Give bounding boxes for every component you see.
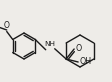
Text: O: O bbox=[3, 21, 9, 30]
Text: NH: NH bbox=[44, 41, 55, 47]
Text: OH: OH bbox=[79, 57, 91, 67]
Text: O: O bbox=[75, 44, 81, 53]
